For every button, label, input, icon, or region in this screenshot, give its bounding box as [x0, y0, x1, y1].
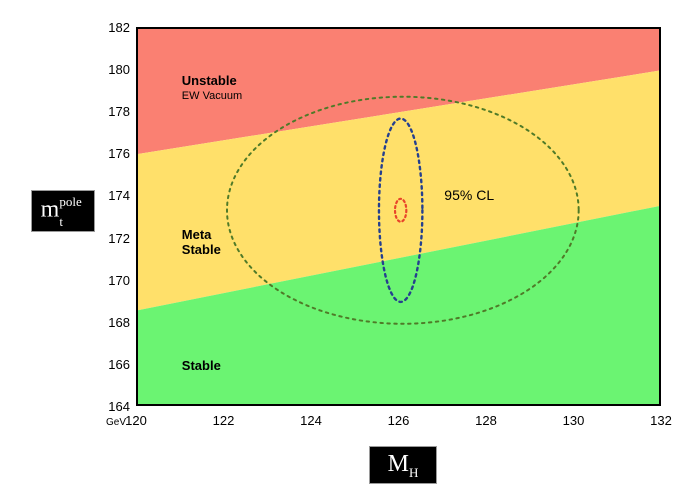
x-axis-unit-label: GeV [106, 417, 127, 428]
confidence-level-annotation: 95% CL [444, 186, 495, 203]
y-axis-title: m pole t [31, 190, 95, 232]
x-tick-132: 132 [650, 413, 672, 428]
y-axis-tick-labels: 164 166 168 170 172 174 176 178 180 182 [96, 0, 130, 500]
y-tick-168: 168 [108, 314, 130, 330]
x-axis-title: MH [369, 446, 437, 484]
y-tick-180: 180 [108, 62, 130, 78]
region-stable [138, 206, 659, 404]
y-tick-174: 174 [108, 188, 130, 204]
x-axis-title-symbol: MH [388, 452, 419, 479]
x-tick-130: 130 [562, 413, 585, 428]
ellipse-tevatron [226, 95, 580, 325]
region-label-meta-stable: Meta Stable [181, 226, 221, 257]
y-axis-title-superscript: pole [59, 194, 82, 209]
y-tick-176: 176 [108, 146, 130, 162]
plot-area: Unstable EW Vacuum Meta Stable Stable 95… [136, 27, 661, 406]
x-tick-126: 126 [387, 413, 410, 428]
y-tick-182: 182 [108, 20, 130, 35]
x-tick-128: 128 [475, 413, 497, 428]
y-tick-178: 178 [108, 104, 130, 120]
y-tick-166: 166 [108, 356, 130, 372]
region-unstable [138, 29, 659, 154]
region-sublabel-ew-vacuum: EW Vacuum [181, 90, 243, 103]
confidence-ellipses [226, 95, 580, 325]
x-tick-120: 120 [125, 413, 147, 428]
y-tick-164: 164 [108, 399, 130, 414]
y-tick-170: 170 [108, 272, 130, 288]
x-axis-title-base: M [387, 450, 409, 477]
x-axis-tick-labels: 120 122 124 126 128 130 132 [0, 414, 700, 434]
x-axis-title-subscript: H [408, 464, 419, 480]
ellipse-lhc [377, 117, 424, 304]
y-axis-title-scripts: pole t [59, 194, 85, 229]
x-tick-124: 124 [300, 413, 322, 428]
region-label-stable: Stable [181, 357, 221, 373]
ellipse-ilc [393, 197, 408, 223]
y-axis-title-subscript: t [59, 214, 63, 229]
region-label-unstable: Unstable [181, 73, 237, 89]
x-tick-122: 122 [212, 413, 235, 428]
y-axis-title-base: m [40, 196, 60, 223]
y-tick-172: 172 [108, 230, 130, 246]
y-axis-title-symbol: m pole t [40, 194, 86, 229]
